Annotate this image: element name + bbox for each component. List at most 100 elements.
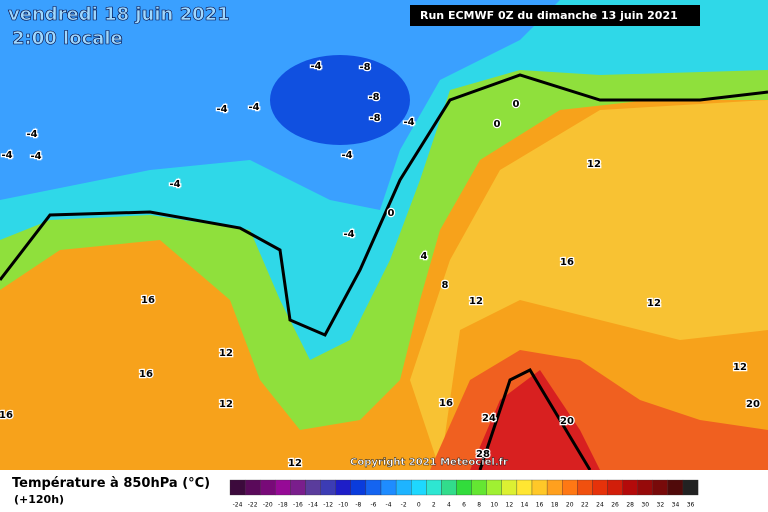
scale-label: 0 [417,502,421,509]
cold-core [270,55,410,145]
scale-swatch [531,479,548,496]
twenty-contour [478,368,592,471]
scale-label: -24 [233,502,243,509]
map-date: vendredi 18 juin 2021 [8,4,230,25]
scale-swatch [229,479,246,496]
scale-swatch [667,479,684,496]
contour-label: 0 [513,99,520,110]
contour-label: 12 [733,362,747,373]
contour-label: 0 [494,119,501,130]
contour-label: 16 [560,257,574,268]
very-hot-area [470,370,600,470]
scale-label: 28 [626,502,634,509]
contour-label: -8 [368,92,379,103]
contour-label: 16 [139,369,153,380]
scale-swatch [275,479,291,496]
scale-label: 14 [521,502,529,509]
scale-swatch [441,479,457,496]
legend-title: Température à 850hPa (°C) [12,476,210,491]
scale-swatch [305,479,321,496]
contour-label: 16 [439,398,453,409]
contour-label: 12 [469,296,483,307]
contour-label: -4 [169,179,180,190]
scale-swatch [486,479,502,496]
scale-label: 20 [566,502,574,509]
contour-label: -4 [248,102,259,113]
contour-label: 16 [141,295,155,306]
contour-label: 12 [219,348,233,359]
scale-swatch [607,479,623,496]
contour-label: -4 [30,151,41,162]
contour-label: 20 [746,399,760,410]
contour-label: -4 [343,229,354,240]
contour-label: 28 [476,449,490,460]
scale-label: -14 [308,502,318,509]
scale-swatch [365,479,382,496]
contour-label: 12 [219,399,233,410]
scale-label: -6 [370,502,376,509]
contour-label: -4 [216,104,227,115]
scale-label: -12 [323,502,333,509]
scale-swatch [546,479,563,496]
contour-label: -4 [341,150,352,161]
contour-label: 24 [482,413,496,424]
scale-label: 6 [462,502,466,509]
scale-swatch [411,479,427,496]
contour-label: 4 [421,251,428,262]
scale-swatch [577,479,593,496]
scale-swatch [501,479,518,496]
contour-label: 20 [560,416,574,427]
scale-label: -18 [278,502,288,509]
scale-swatch [682,479,699,496]
scale-swatch [335,479,351,496]
scale-label: 36 [687,502,695,509]
copyright: Copyright 2021 Meteociel.fr [350,457,508,468]
scale-label: -16 [293,502,303,509]
scale-label: 12 [506,502,514,509]
contour-label: 12 [587,159,601,170]
scale-swatch [516,479,533,496]
scale-swatch [244,479,261,496]
scale-label: 26 [611,502,619,509]
contour-label: 8 [442,280,449,291]
scale-label: 16 [536,502,544,509]
scale-label: 22 [581,502,589,509]
zero-contour [0,73,768,337]
scale-swatch [562,479,578,496]
scale-label: -22 [248,502,258,509]
contour-label: 16 [0,410,13,421]
scale-swatch [592,479,608,496]
map [0,0,768,471]
color-scale: -24 -22 -20 -18 -16 -14 -12 -10 -8 -6 -4 -2 0 2 4 6 8 10 1… [229,479,699,509]
scale-swatch [350,479,367,496]
scale-label: 2 [432,502,436,509]
run-box [410,5,700,26]
scale-label: -8 [355,502,361,509]
scale-swatch [290,479,306,496]
contour-labels: -4 -8 -8 -8 -4 -4 -4 -4 -4 -4 -4 -4 0 0 0 -4 4 8 12 12 16 12 1… [0,60,761,471]
legend-subtitle: (+120h) [14,493,64,506]
contour-label: -8 [359,62,370,73]
scale-label: 30 [641,502,649,509]
scale-label: 18 [551,502,559,509]
scale-label: 8 [477,502,481,509]
contour-label: 12 [647,298,661,309]
scale-swatch [622,479,638,496]
contour-label: -4 [310,61,321,72]
scale-label: 32 [657,502,665,509]
scale-swatch [652,479,669,496]
contour-label: -4 [403,117,414,128]
scale-label: -10 [338,502,348,509]
scale-label: 4 [447,502,451,509]
contour-label: -4 [1,150,12,161]
scale-swatch [320,479,336,496]
mild-area [410,100,768,470]
scale-swatch [456,479,472,496]
scale-label: 10 [490,502,498,509]
scale-swatch [380,479,397,496]
scale-swatch [637,479,653,496]
scale-label: 34 [672,502,680,509]
scale-label: 24 [596,502,604,509]
contour-label: 0 [388,208,395,219]
